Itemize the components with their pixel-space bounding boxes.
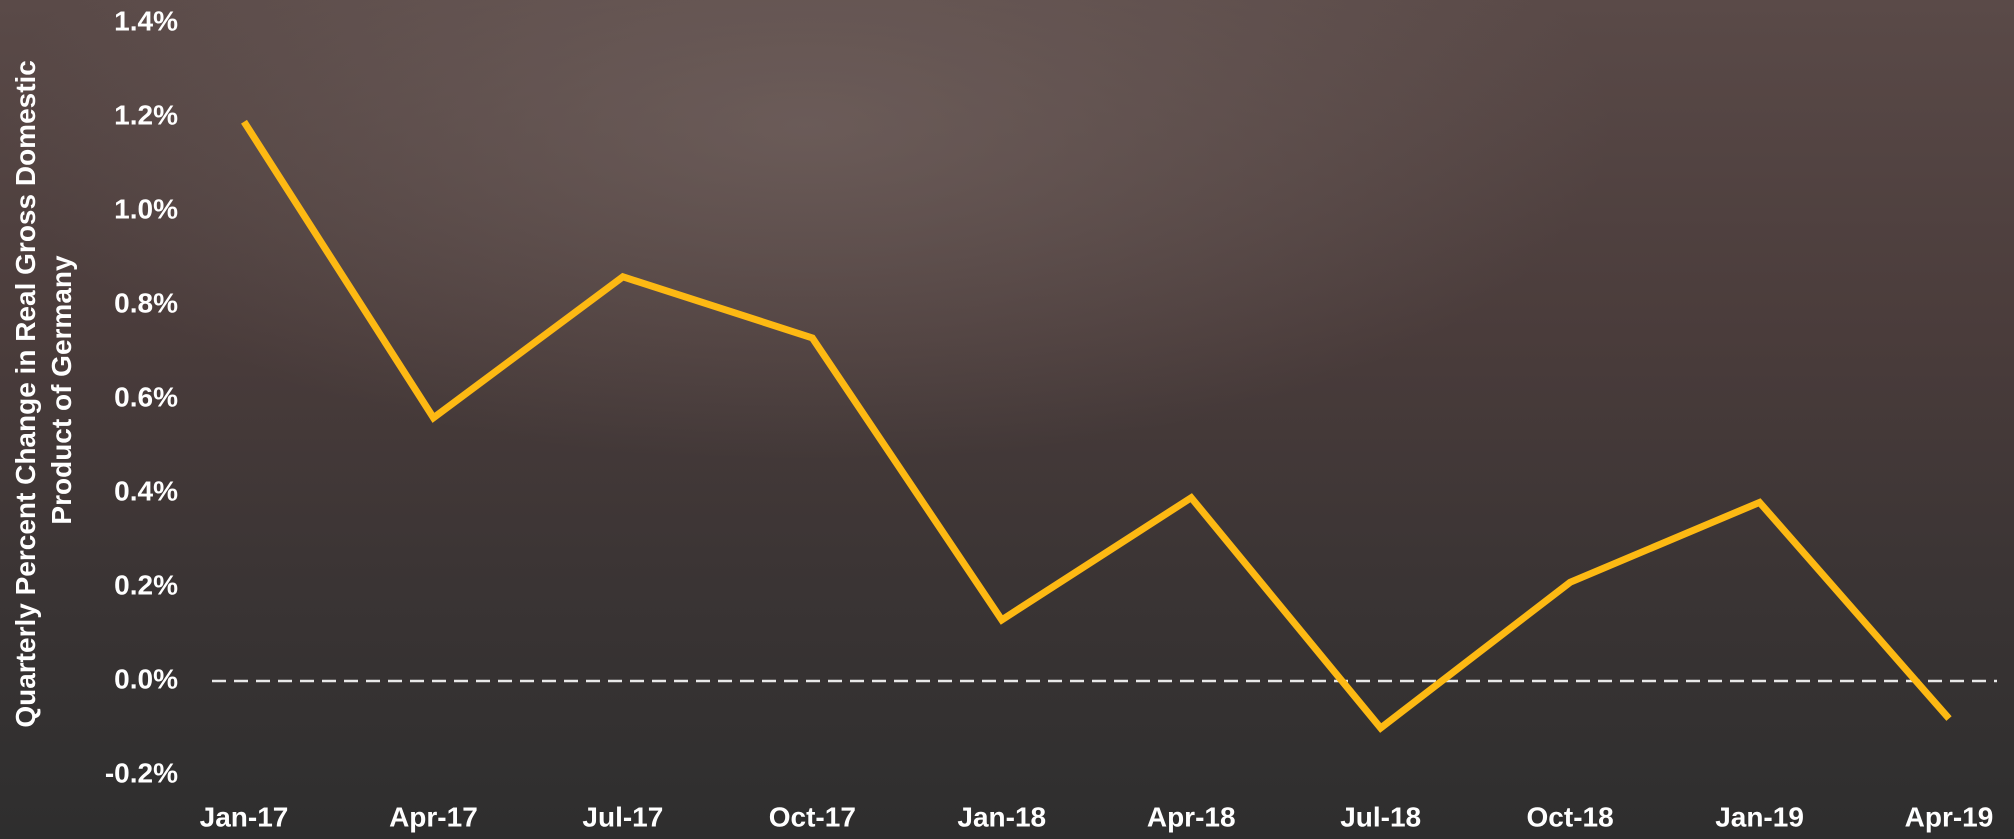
y-tick-label: 0.8% (114, 287, 178, 318)
y-tick-label: -0.2% (105, 757, 178, 788)
y-tick-label: 1.4% (114, 5, 178, 36)
y-tick-label: 0.4% (114, 475, 178, 506)
x-tick-label: Jul-17 (582, 801, 663, 832)
y-axis-title-line: Product of Germany (46, 255, 77, 525)
y-tick-label: 0.2% (114, 569, 178, 600)
y-tick-label: 0.0% (114, 663, 178, 694)
x-tick-label: Apr-17 (389, 801, 478, 832)
x-tick-label: Oct-18 (1527, 801, 1614, 832)
y-tick-label: 0.6% (114, 381, 178, 412)
x-tick-label: Jul-18 (1340, 801, 1421, 832)
y-tick-label: 1.0% (114, 193, 178, 224)
x-tick-label: Apr-19 (1905, 801, 1994, 832)
x-tick-label: Jan-18 (957, 801, 1046, 832)
y-axis-title-line: Quarterly Percent Change in Real Gross D… (10, 60, 41, 728)
x-tick-label: Jan-17 (200, 801, 289, 832)
x-tick-label: Oct-17 (769, 801, 856, 832)
x-tick-label: Apr-18 (1147, 801, 1236, 832)
y-tick-label: 1.2% (114, 99, 178, 130)
chart: Quarterly Percent Change in Real Gross D… (0, 0, 2014, 839)
background-glow (0, 0, 2014, 839)
page: {"chart_data": {"type": "line", "y_label… (0, 0, 2014, 839)
x-tick-label: Jan-19 (1715, 801, 1804, 832)
